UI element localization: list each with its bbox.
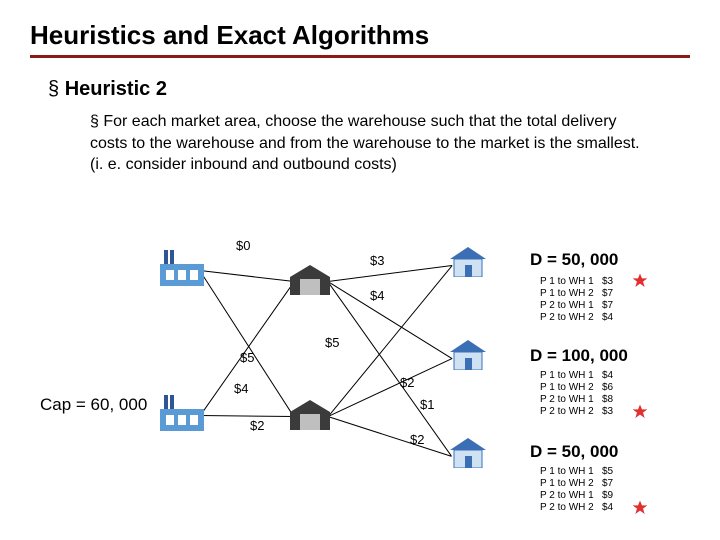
table-row: P 1 to WH 1$5	[540, 466, 622, 478]
cost-cell: $4	[602, 312, 622, 324]
cost-label: $5	[240, 350, 254, 365]
route-cell: P 1 to WH 1	[540, 466, 602, 478]
star-icon	[632, 273, 648, 289]
edge-line	[328, 265, 452, 282]
route-cell: P 2 to WH 2	[540, 312, 602, 324]
edge-line	[328, 265, 453, 417]
table-row: P 2 to WH 2$4	[540, 312, 622, 324]
title-underline	[30, 55, 690, 58]
route-cell: P 1 to WH 2	[540, 478, 602, 490]
market-icon	[450, 340, 486, 370]
edge-line	[327, 281, 452, 359]
network-diagram: $0 $5 $4 $2 $3 $4 $5 $2 $1 $2 Cap = 60, 000 D = 50,…	[0, 230, 720, 530]
edge-line	[327, 281, 452, 457]
table-row: P 2 to WH 1$9	[540, 490, 622, 502]
cost-label: $5	[325, 335, 339, 350]
cost-label: D = 100, 000	[530, 346, 628, 366]
cost-label: $0	[236, 238, 250, 253]
edge-line	[200, 270, 294, 282]
star-icon	[632, 500, 648, 516]
cost-label: Cap = 60, 000	[40, 395, 147, 415]
table-row: P 2 to WH 1$7	[540, 300, 622, 312]
table-row: P 1 to WH 2$6	[540, 382, 622, 394]
plant-icon	[160, 395, 204, 431]
cost-label: $2	[250, 418, 264, 433]
route-cell: P 1 to WH 1	[540, 370, 602, 382]
route-cell: P 2 to WH 1	[540, 300, 602, 312]
edge-line	[328, 416, 452, 457]
cost-label: $2	[410, 432, 424, 447]
cost-cell: $4	[602, 502, 622, 514]
table-row: P 1 to WH 1$4	[540, 370, 622, 382]
table-row: P 1 to WH 2$7	[540, 288, 622, 300]
cost-cell: $3	[602, 276, 622, 288]
table-row: P 2 to WH 2$3	[540, 406, 622, 418]
table-row: P 1 to WH 1$3	[540, 276, 622, 288]
warehouse-icon	[290, 265, 330, 295]
star-icon	[632, 404, 648, 420]
cost-cell: $6	[602, 382, 622, 394]
cost-label: D = 50, 000	[530, 250, 618, 270]
cost-label: $3	[370, 253, 384, 268]
route-cell: P 1 to WH 2	[540, 288, 602, 300]
cost-label: $1	[420, 397, 434, 412]
route-cell: P 2 to WH 1	[540, 394, 602, 406]
route-cell: P 1 to WH 1	[540, 276, 602, 288]
cost-label: $4	[234, 381, 248, 396]
cost-cell: $7	[602, 478, 622, 490]
cost-label: D = 50, 000	[530, 442, 618, 462]
cost-cell: $3	[602, 406, 622, 418]
market-icon	[450, 247, 486, 277]
market-icon	[450, 438, 486, 468]
cost-table: P 1 to WH 1$4P 1 to WH 2$6P 2 to WH 1$8P…	[540, 370, 622, 418]
cost-label: $4	[370, 288, 384, 303]
plant-icon	[160, 250, 204, 286]
page-title: Heuristics and Exact Algorithms	[30, 20, 690, 51]
table-row: P 1 to WH 2$7	[540, 478, 622, 490]
cost-table: P 1 to WH 1$3P 1 to WH 2$7P 2 to WH 1$7P…	[540, 276, 622, 324]
warehouse-icon	[290, 400, 330, 430]
edge-line	[200, 415, 294, 417]
route-cell: P 1 to WH 2	[540, 382, 602, 394]
table-row: P 2 to WH 2$4	[540, 502, 622, 514]
route-cell: P 2 to WH 2	[540, 502, 602, 514]
cost-cell: $5	[602, 466, 622, 478]
route-cell: P 2 to WH 2	[540, 406, 602, 418]
subheading: Heuristic 2	[48, 78, 690, 101]
route-cell: P 2 to WH 1	[540, 490, 602, 502]
cost-table: P 1 to WH 1$5P 1 to WH 2$7P 2 to WH 1$9P…	[540, 466, 622, 514]
cost-cell: $9	[602, 490, 622, 502]
cost-cell: $4	[602, 370, 622, 382]
cost-cell: $7	[602, 300, 622, 312]
cost-cell: $7	[602, 288, 622, 300]
cost-label: $2	[400, 375, 414, 390]
cost-cell: $8	[602, 394, 622, 406]
table-row: P 2 to WH 1$8	[540, 394, 622, 406]
body-text: For each market area, choose the warehou…	[90, 111, 650, 176]
